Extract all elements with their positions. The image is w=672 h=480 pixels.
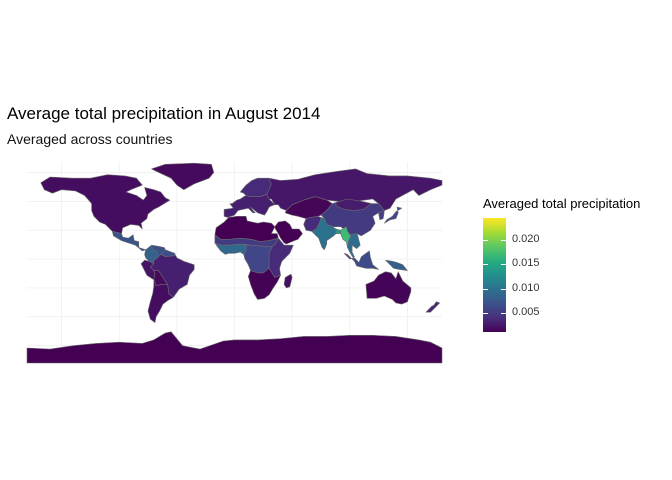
region-central-america: [112, 231, 146, 252]
region-madagascar: [283, 273, 293, 289]
region-new-zealand: [425, 301, 441, 313]
region-indonesia: [343, 250, 379, 270]
region-sahara: [214, 216, 279, 242]
legend-tick-label: 0.010: [512, 281, 540, 294]
region-korea: [378, 210, 385, 221]
legend-tick-mark: [501, 288, 506, 290]
map-regions: [26, 162, 443, 364]
region-east-africa: [268, 237, 294, 278]
legend-tick-label: 0.015: [512, 257, 540, 270]
legend-tick-mark: [501, 264, 506, 266]
region-west-africa: [214, 242, 247, 255]
region-southern-africa: [248, 267, 281, 300]
region-japan: [384, 206, 403, 224]
region-greenland: [151, 162, 215, 190]
legend-colorbar: [483, 218, 506, 332]
region-bangladesh: [335, 228, 341, 234]
region-australia: [365, 271, 412, 305]
legend-title: Averaged total precipitation: [483, 196, 641, 211]
legend-tick-mark: [483, 240, 488, 242]
region-southern-cone: [147, 279, 174, 323]
legend-tick-label: 0.005: [512, 306, 540, 319]
legend-tick-mark: [483, 313, 488, 315]
legend-tick-mark: [483, 264, 488, 266]
region-peru: [140, 259, 156, 281]
legend-tick-mark: [483, 288, 488, 290]
chart-subtitle: Averaged across countries: [7, 131, 173, 147]
legend-tick-mark: [501, 313, 506, 315]
chart-title: Average total precipitation in August 20…: [7, 104, 321, 123]
region-southeast-asia: [347, 233, 361, 259]
region-antarctica: [26, 331, 443, 364]
legend-tick-mark: [501, 240, 506, 242]
region-north-america: [40, 174, 171, 234]
region-new-guinea: [385, 259, 408, 271]
legend-tick-label: 0.020: [512, 233, 540, 246]
region-arabia: [274, 220, 303, 245]
region-western-europe: [223, 194, 276, 218]
region-china: [320, 202, 385, 237]
